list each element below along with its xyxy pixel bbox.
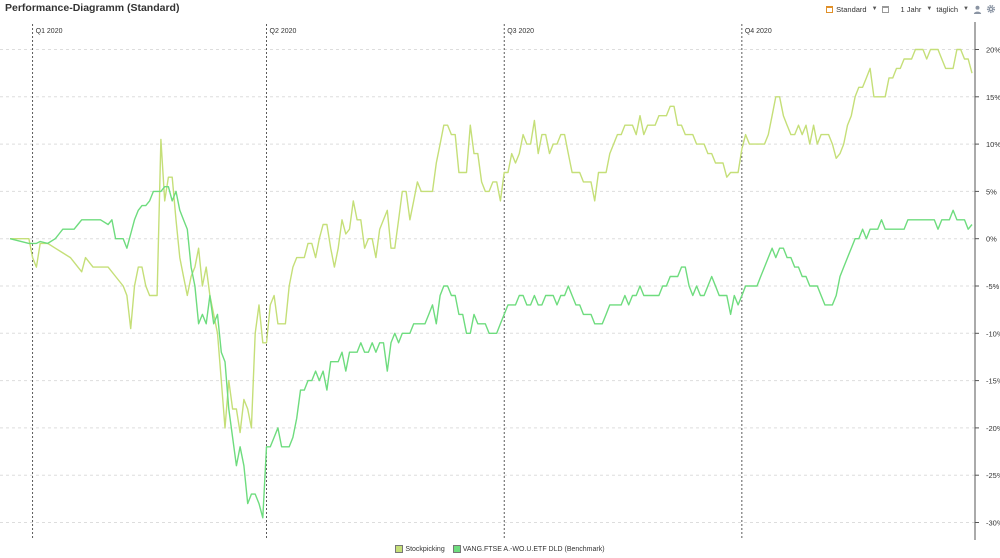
performance-chart: Q1 2020 Q2 2020 Q3 2020 Q4 2020 20% 15% 10% 5%…	[0, 22, 1000, 540]
legend-swatch-stockpicking	[395, 545, 404, 553]
legend-swatch-benchmark	[452, 545, 461, 553]
gear-icon	[986, 4, 996, 14]
legend-item-benchmark[interactable]: VANG.FTSE A.-WO.U.ETF DLD (Benchmark)	[452, 545, 605, 553]
y-tick-label: 15%	[986, 93, 1000, 102]
legend-item-stockpicking[interactable]: Stockpicking	[395, 545, 445, 553]
view-label: Standard	[836, 4, 867, 14]
y-tick-label: 10%	[986, 140, 1000, 149]
y-tick-label: -30%	[986, 519, 1000, 528]
y-tick-label: -15%	[986, 377, 1000, 386]
chevron-down-icon: ▼	[926, 6, 933, 12]
quarter-markers: Q1 2020 Q2 2020 Q3 2020 Q4 2020	[32, 24, 772, 540]
quarter-label: Q4 2020	[745, 28, 772, 35]
interval-selector[interactable]: täglich ▼	[936, 5, 969, 14]
y-tick-label: 0%	[986, 235, 997, 244]
chevron-down-icon: ▼	[871, 6, 878, 12]
period-selector[interactable]: 1 Jahr ▼	[881, 4, 933, 14]
chevron-down-icon: ▼	[963, 6, 969, 12]
chart-legend: Stockpicking VANG.FTSE A.-WO.U.ETF DLD (…	[0, 545, 1000, 553]
chart-title: Performance-Diagramm (Standard)	[5, 2, 180, 14]
chart-toolbar: Standard ▼ 1 Jahr ▼ täglich ▼	[826, 3, 996, 15]
user-button[interactable]	[973, 5, 982, 14]
calendar-icon	[881, 5, 889, 13]
view-selector[interactable]: Standard ▼	[826, 4, 878, 14]
series-lines	[9, 48, 973, 519]
y-tick-label: 20%	[986, 46, 1000, 55]
interval-label: täglich	[936, 4, 959, 14]
y-axis-ticks: 20% 15% 10% 5% 0% -5% -10% -15% -20% -25% -30%	[975, 46, 1000, 528]
legend-label-stockpicking: Stockpicking	[405, 545, 445, 553]
period-label: 1 Jahr	[900, 4, 922, 14]
series-line-stockpicking	[10, 48, 973, 434]
y-tick-label: -25%	[986, 471, 1000, 480]
quarter-label: Q3 2020	[507, 28, 534, 35]
y-tick-label: -10%	[986, 329, 1000, 338]
user-icon	[973, 5, 982, 14]
series-line-benchmark	[9, 186, 973, 519]
quarter-label: Q2 2020	[270, 28, 297, 35]
settings-button[interactable]	[986, 4, 996, 14]
y-tick-label: -5%	[986, 282, 1000, 291]
quarter-label: Q1 2020	[36, 28, 63, 35]
calendar-icon	[826, 5, 834, 13]
legend-label-benchmark: VANG.FTSE A.-WO.U.ETF DLD (Benchmark)	[462, 545, 605, 553]
y-tick-label: -20%	[986, 424, 1000, 433]
y-tick-label: 5%	[986, 187, 997, 196]
